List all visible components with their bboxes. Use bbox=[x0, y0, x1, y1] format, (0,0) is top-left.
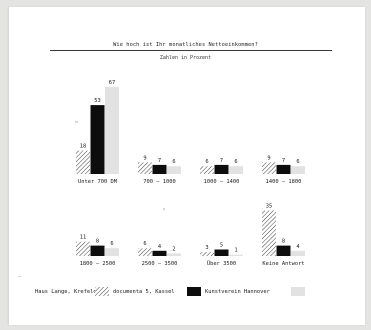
bar-1800-2500-documenta-5-kassel bbox=[90, 245, 105, 256]
data-label-ber-3500-haus-lange-krefeld: 3 bbox=[205, 245, 208, 251]
paper-sheet bbox=[8, 7, 365, 325]
bar-unter-700-dm-documenta-5-kassel bbox=[90, 105, 105, 174]
bar-1800-2500-haus-lange-krefeld bbox=[76, 241, 90, 256]
data-label-1000-1400-documenta-5-kassel: 7 bbox=[220, 158, 223, 164]
chart-subtitle: Zahlen in Prozent bbox=[159, 55, 212, 61]
chart-title: Wie hoch ist Ihr monatliches Nettoeinkom… bbox=[113, 42, 258, 48]
bar-1400-1800-kunstverein-hannover bbox=[291, 166, 305, 174]
data-label-keine-antwort-kunstverein-hannover: 4 bbox=[296, 244, 299, 250]
scan-speck bbox=[75, 121, 78, 123]
legend-label-documenta: documenta 5, Kassel bbox=[113, 289, 175, 295]
data-label-700-1000-kunstverein-hannover: 6 bbox=[172, 159, 175, 165]
data-label-1400-1800-kunstverein-hannover: 6 bbox=[296, 159, 299, 165]
bar-keine-antwort-kunstverein-hannover bbox=[291, 250, 305, 256]
bar-1800-2500-kunstverein-hannover bbox=[105, 248, 119, 256]
data-label-keine-antwort-documenta-5-kassel: 8 bbox=[282, 239, 285, 245]
legend-label-haus-lange: Haus Lange, Krefeld bbox=[35, 289, 97, 295]
scan-speck bbox=[18, 276, 21, 277]
bar-2500-3500-haus-lange-krefeld bbox=[138, 248, 152, 256]
data-label-1800-2500-kunstverein-hannover: 6 bbox=[110, 241, 113, 247]
category-label-1400-1800: 1400 – 1800 bbox=[266, 179, 302, 185]
bar-700-1000-kunstverein-hannover bbox=[167, 166, 181, 174]
scan-speck bbox=[163, 208, 165, 210]
bar-unter-700-dm-haus-lange-krefeld bbox=[76, 150, 90, 174]
data-label-1000-1400-kunstverein-hannover: 6 bbox=[234, 159, 237, 165]
data-label-1800-2500-haus-lange-krefeld: 11 bbox=[80, 235, 87, 241]
bar-2500-3500-documenta-5-kassel bbox=[152, 250, 167, 256]
category-label-1000-1400: 1000 – 1400 bbox=[204, 179, 240, 185]
data-label-1000-1400-haus-lange-krefeld: 6 bbox=[205, 159, 208, 165]
bar-ber-3500-kunstverein-hannover bbox=[229, 254, 243, 256]
bar-keine-antwort-haus-lange-krefeld bbox=[262, 210, 276, 256]
bar-1000-1400-kunstverein-hannover bbox=[229, 166, 243, 174]
data-label-unter-700-dm-kunstverein-hannover: 67 bbox=[109, 80, 116, 86]
data-label-unter-700-dm-documenta-5-kassel: 53 bbox=[94, 98, 101, 104]
legend-swatch-lightgray bbox=[291, 287, 305, 296]
category-label-2500-3500: 2500 – 3500 bbox=[142, 261, 178, 267]
data-label-700-1000-haus-lange-krefeld: 9 bbox=[143, 155, 146, 161]
bar-1000-1400-documenta-5-kassel bbox=[214, 164, 229, 174]
legend-label-kunstverein: Kunstverein Hannover bbox=[205, 289, 270, 295]
data-label-1800-2500-documenta-5-kassel: 8 bbox=[96, 239, 99, 245]
bar-2500-3500-kunstverein-hannover bbox=[167, 253, 181, 256]
category-label-700-1000: 700 – 1000 bbox=[143, 179, 175, 185]
bar-ber-3500-documenta-5-kassel bbox=[214, 249, 229, 256]
data-label-2500-3500-documenta-5-kassel: 4 bbox=[158, 244, 161, 250]
legend-swatch-hatched bbox=[95, 287, 109, 296]
data-label-1400-1800-haus-lange-krefeld: 9 bbox=[267, 155, 270, 161]
legend-swatch-black bbox=[187, 287, 201, 296]
data-label-2500-3500-haus-lange-krefeld: 6 bbox=[143, 241, 146, 247]
title-underline bbox=[50, 50, 332, 51]
data-label-ber-3500-documenta-5-kassel: 5 bbox=[220, 243, 223, 249]
data-label-unter-700-dm-haus-lange-krefeld: 18 bbox=[80, 144, 87, 150]
data-label-700-1000-documenta-5-kassel: 7 bbox=[158, 158, 161, 164]
bar-1000-1400-haus-lange-krefeld bbox=[200, 166, 214, 174]
data-label-keine-antwort-haus-lange-krefeld: 35 bbox=[266, 204, 273, 210]
bar-keine-antwort-documenta-5-kassel bbox=[276, 245, 291, 256]
bar-ber-3500-haus-lange-krefeld bbox=[200, 252, 214, 256]
category-label-1800-2500: 1800 – 2500 bbox=[80, 261, 116, 267]
category-label-unter-700-dm: Unter 700 DM bbox=[78, 179, 118, 185]
bar-700-1000-documenta-5-kassel bbox=[152, 164, 167, 174]
category-label-keine-antwort: Keine Antwort bbox=[262, 261, 304, 267]
data-label-2500-3500-kunstverein-hannover: 2 bbox=[172, 246, 175, 252]
bar-unter-700-dm-kunstverein-hannover bbox=[105, 86, 119, 174]
bar-1400-1800-documenta-5-kassel bbox=[276, 164, 291, 174]
data-label-ber-3500-kunstverein-hannover: 1 bbox=[234, 248, 237, 254]
category-label-ber-3500: Über 3500 bbox=[207, 260, 236, 267]
bar-1400-1800-haus-lange-krefeld bbox=[262, 162, 276, 174]
data-label-1400-1800-documenta-5-kassel: 7 bbox=[282, 158, 285, 164]
chart-legend: Haus Lange, Krefeld documenta 5, Kassel … bbox=[35, 286, 345, 300]
bar-700-1000-haus-lange-krefeld bbox=[138, 162, 152, 174]
